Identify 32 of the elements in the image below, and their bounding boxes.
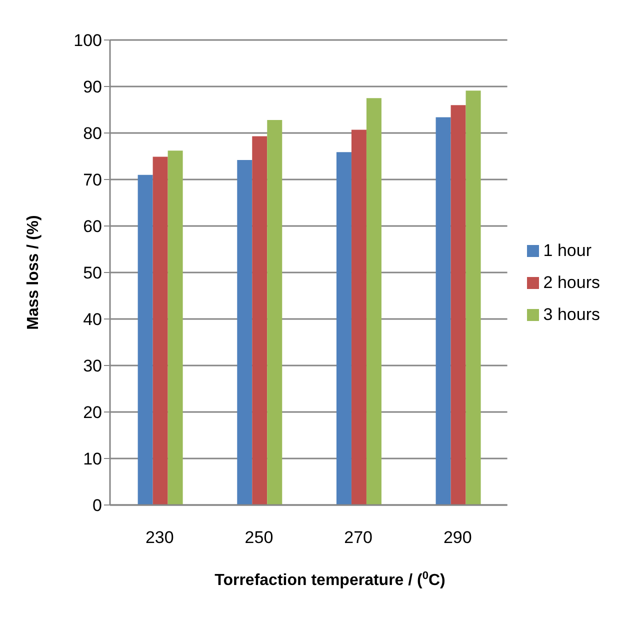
- x-tick-label: 230: [145, 528, 174, 548]
- y-tick-label: 50: [83, 264, 102, 283]
- x-tick-label: 250: [244, 528, 274, 548]
- bar: [366, 98, 382, 505]
- x-tick-label: 270: [344, 528, 372, 548]
- y-tick-label: 100: [74, 31, 102, 50]
- bar: [336, 152, 352, 505]
- y-tick-label: 0: [92, 496, 102, 516]
- bar: [237, 160, 252, 505]
- y-tick-label: 60: [83, 217, 102, 236]
- legend-label: 1 hour: [543, 240, 592, 260]
- bar: [450, 105, 466, 505]
- bar: [168, 150, 183, 505]
- y-tick-label: 70: [83, 170, 102, 190]
- legend-label: 2 hours: [543, 272, 600, 292]
- bar: [152, 156, 168, 505]
- y-tick-label: 40: [83, 310, 102, 330]
- bar: [138, 174, 153, 505]
- y-tick-label: 10: [83, 450, 102, 469]
- bar: [351, 130, 366, 505]
- bar: [252, 136, 268, 505]
- y-axis-title: Mass loss / (%): [25, 215, 42, 330]
- y-tick-label: 20: [83, 403, 102, 422]
- y-tick-label: 30: [83, 356, 102, 376]
- y-tick-label: 90: [83, 78, 102, 97]
- legend-label: 3 hours: [543, 304, 600, 324]
- y-tick-label: 80: [83, 124, 102, 144]
- bar: [466, 90, 481, 505]
- x-axis-title: Torrefaction temperature / ($^{0}$C): [214, 570, 446, 589]
- x-tick-label: 290: [443, 528, 472, 548]
- bar: [267, 120, 282, 505]
- bar: [436, 117, 451, 505]
